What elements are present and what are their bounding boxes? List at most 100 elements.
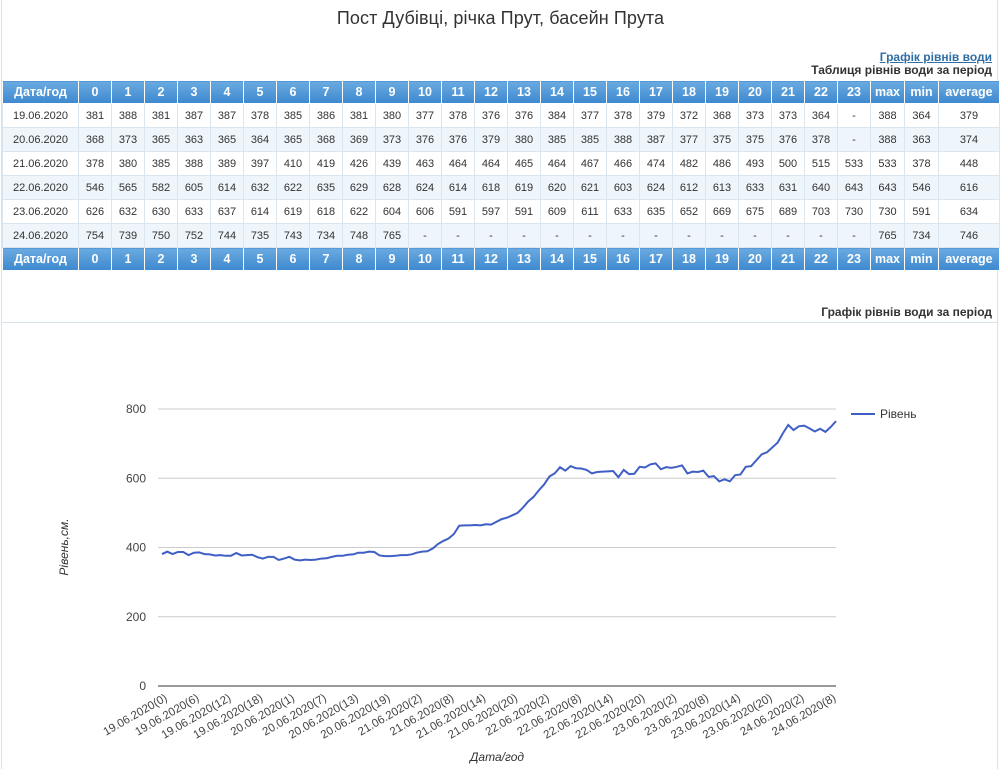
table-value-cell: 750 [144, 223, 178, 248]
table-header-cell: 13 [507, 80, 541, 104]
table-value-cell: 385 [573, 127, 607, 152]
table-value-cell: 377 [573, 103, 607, 128]
table-value-cell: 624 [408, 175, 442, 200]
table-value-cell: 605 [177, 175, 211, 200]
table-value-cell: - [837, 127, 871, 152]
table-value-cell: 748 [342, 223, 376, 248]
table-value-cell: 669 [705, 199, 739, 224]
table-value-cell: 634 [938, 199, 1000, 224]
table-value-cell: - [837, 223, 871, 248]
table-value-cell: 378 [904, 151, 939, 176]
table-value-cell: 381 [78, 103, 112, 128]
chart-link[interactable]: Графік рівнів води [879, 50, 992, 64]
table-value-cell: 482 [672, 151, 706, 176]
table-header-cell: 11 [441, 80, 475, 104]
table-header-cell: 7 [309, 247, 343, 271]
table-header-cell: 18 [672, 247, 706, 271]
table-value-cell: - [573, 223, 607, 248]
table-value-cell: 397 [243, 151, 277, 176]
table-value-cell: 546 [78, 175, 112, 200]
table-value-cell: 379 [938, 103, 1000, 128]
page-title: Пост Дубівці, річка Прут, басейн Прута [336, 8, 665, 28]
table-value-cell: 376 [771, 127, 805, 152]
table-header-cell: 21 [771, 247, 805, 271]
table-value-cell: 368 [705, 103, 739, 128]
table-value-cell: 410 [276, 151, 310, 176]
table-value-cell: 464 [540, 151, 574, 176]
table-value-cell: 365 [210, 127, 244, 152]
table-value-cell: 379 [639, 103, 673, 128]
table-value-cell: 633 [738, 175, 772, 200]
x-axis-ticks: 19.06.2020(0)19.06.2020(6)19.06.2020(12)… [101, 692, 838, 741]
table-header-cell: 17 [639, 80, 673, 104]
table-value-cell: 376 [474, 103, 508, 128]
table-value-cell: 603 [606, 175, 640, 200]
table-value-cell: 372 [672, 103, 706, 128]
table-value-cell: 652 [672, 199, 706, 224]
table-value-cell: 612 [672, 175, 706, 200]
table-header-cell: Дата/год [2, 80, 79, 104]
table-value-cell: 376 [507, 103, 541, 128]
table-value-cell: 376 [408, 127, 442, 152]
table-value-cell: 378 [804, 127, 838, 152]
table-value-cell: 735 [243, 223, 277, 248]
table-value-cell: 377 [408, 103, 442, 128]
table-header-cell: 23 [837, 247, 871, 271]
water-level-chart: 0 200 400 600 800 19.06.2020(0)19.06.2020(6)… [57, 402, 916, 764]
y-tick-label: 0 [139, 679, 146, 693]
table-header-cell: 2 [144, 247, 178, 271]
table-value-cell: 464 [441, 151, 475, 176]
table-value-cell: 500 [771, 151, 805, 176]
table-value-cell: - [408, 223, 442, 248]
table-header-cell: 14 [540, 247, 574, 271]
table-value-cell: 613 [705, 175, 739, 200]
table-value-cell: 463 [408, 151, 442, 176]
chart-grid [158, 408, 836, 687]
table-value-cell: 640 [804, 175, 838, 200]
table-header-cell: 3 [177, 80, 211, 104]
table-value-cell: 368 [78, 127, 112, 152]
table-header-cell: 5 [243, 80, 277, 104]
table-value-cell: 734 [904, 223, 939, 248]
table-value-cell: 373 [738, 103, 772, 128]
table-header-cell: 14 [540, 80, 574, 104]
table-header-cell: 16 [606, 80, 640, 104]
table-value-cell: 385 [540, 127, 574, 152]
table-date-cell: 21.06.2020 [2, 151, 79, 176]
table-value-cell: 616 [938, 175, 1000, 200]
table-value-cell: - [441, 223, 475, 248]
table-value-cell: 373 [771, 103, 805, 128]
table-value-cell: 374 [938, 127, 1000, 152]
table-value-cell: 606 [408, 199, 442, 224]
y-axis-ticks: 0 200 400 600 800 [126, 402, 146, 693]
table-value-cell: 533 [870, 151, 905, 176]
table-value-cell: 739 [111, 223, 145, 248]
table-value-cell: 464 [474, 151, 508, 176]
table-date-cell: 23.06.2020 [2, 199, 79, 224]
table-value-cell: 363 [904, 127, 939, 152]
table-value-cell: 734 [309, 223, 343, 248]
table-header-cell: 15 [573, 80, 607, 104]
table-value-cell: - [804, 223, 838, 248]
table-value-cell: 626 [78, 199, 112, 224]
table-value-cell: 364 [904, 103, 939, 128]
table-value-cell: 765 [870, 223, 905, 248]
table-value-cell: 744 [210, 223, 244, 248]
table-header-cell: 7 [309, 80, 343, 104]
x-axis-label: Дата/год [468, 750, 524, 764]
table-header-cell: average [938, 80, 1000, 104]
y-tick-label: 200 [126, 610, 146, 624]
table-value-cell: 546 [904, 175, 939, 200]
table-value-cell: 368 [309, 127, 343, 152]
table-value-cell: 637 [210, 199, 244, 224]
table-value-cell: 373 [111, 127, 145, 152]
table-value-cell: 635 [309, 175, 343, 200]
table-value-cell: 379 [474, 127, 508, 152]
table-value-cell: 743 [276, 223, 310, 248]
table-header-cell: 9 [375, 80, 409, 104]
table-value-cell: 621 [573, 175, 607, 200]
table-value-cell: 591 [904, 199, 939, 224]
table-value-cell: 365 [144, 127, 178, 152]
table-value-cell: 635 [639, 199, 673, 224]
table-row: 24.06.2020 754 739 750 752 744 735 743 734 748 765… [2, 223, 1000, 248]
